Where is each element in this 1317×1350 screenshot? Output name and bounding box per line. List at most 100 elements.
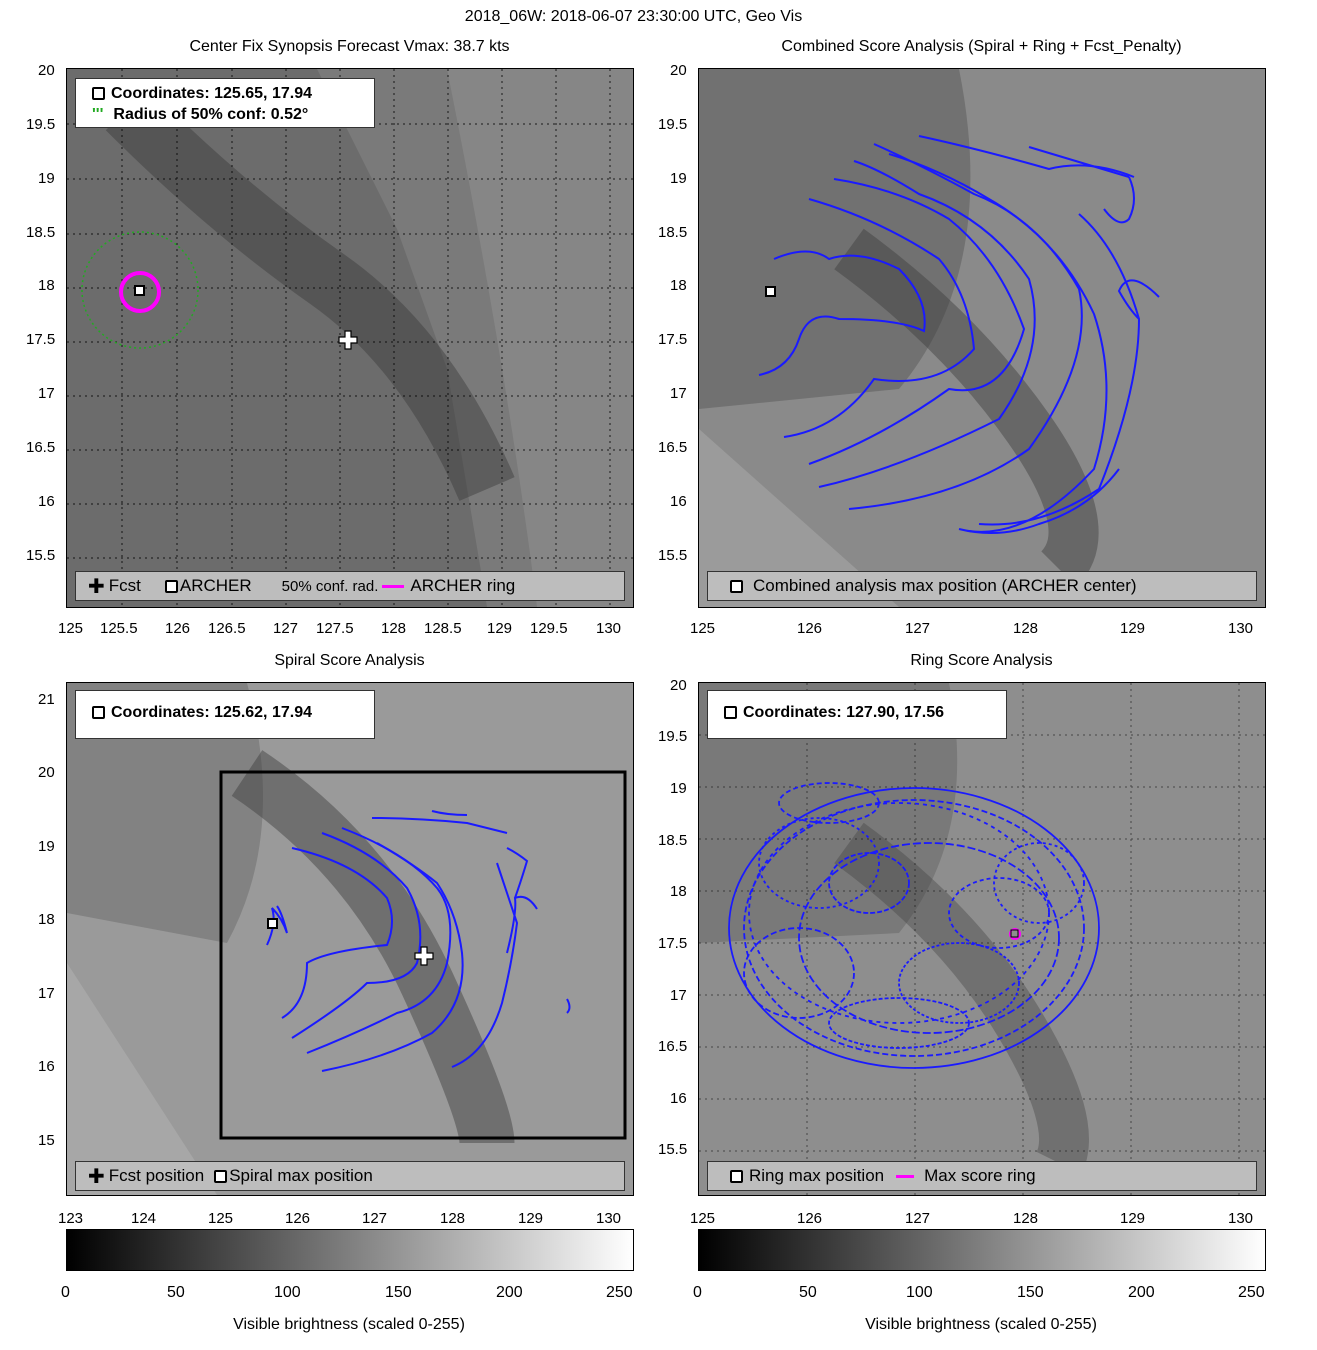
y-tick: 16	[38, 493, 55, 510]
ring-max-ring	[1009, 928, 1021, 940]
y-tick: 17	[38, 385, 55, 402]
colorbar-tick: 250	[1238, 1284, 1265, 1301]
search-box	[219, 770, 627, 1140]
ring-coordinates: Coordinates: 127.90, 17.56	[743, 704, 944, 721]
fcst-marker	[338, 330, 358, 350]
y-tick: 17.5	[658, 935, 688, 952]
archer-square-icon	[92, 87, 105, 101]
ring-line-icon	[382, 584, 405, 588]
conf-radius-circle	[81, 231, 199, 349]
colorbar-tick: 150	[385, 1284, 412, 1301]
synopsis-panel: Coordinates: 125.65, 17.94 ''' Radius of …	[66, 68, 634, 608]
combined-title: Combined Score Analysis (Spiral + Ring +…	[781, 38, 1182, 55]
y-tick: 21	[38, 691, 55, 708]
y-tick: 15.5	[658, 1141, 688, 1158]
legend-max-score-ring: Max score ring	[924, 1166, 1036, 1185]
y-tick: 16	[670, 1090, 687, 1107]
x-tick: 129	[1120, 620, 1146, 637]
x-tick: 129	[1120, 1210, 1146, 1227]
y-tick: 16.5	[658, 439, 688, 456]
y-tick: 16	[670, 493, 687, 510]
y-tick: 16.5	[26, 439, 56, 456]
synopsis-legend: ✚ Fcst ARCHER 50% conf. rad. ARCHER ring	[75, 571, 625, 601]
x-tick: 129	[518, 1210, 544, 1227]
legend-spiral-max: Spiral max position	[229, 1166, 373, 1185]
y-tick: 17	[38, 985, 55, 1002]
combined-contours	[758, 135, 1160, 534]
x-tick: 125	[690, 1210, 716, 1227]
x-tick: 128.5	[424, 620, 462, 637]
y-tick: 18.5	[658, 224, 688, 241]
colorbar-tick: 0	[693, 1284, 702, 1301]
ring-max-square-icon	[730, 1169, 743, 1183]
ring-title: Ring Score Analysis	[910, 652, 1053, 669]
colorbar-tick: 100	[274, 1284, 301, 1301]
x-tick: 126	[165, 620, 191, 637]
x-tick: 125	[58, 620, 84, 637]
y-tick: 17	[670, 987, 687, 1004]
y-tick: 19	[670, 780, 687, 797]
x-tick: 128	[1013, 1210, 1039, 1227]
synopsis-title: Center Fix Synopsis Forecast Vmax: 38.7 …	[189, 38, 510, 55]
x-tick: 129	[487, 620, 513, 637]
y-tick: 18	[38, 277, 55, 294]
x-tick: 129.5	[530, 620, 568, 637]
ring-image	[699, 683, 1265, 1195]
fcst-cross-icon: ✚	[88, 575, 105, 598]
synopsis-radius: Radius of 50% conf: 0.52°	[113, 106, 309, 123]
y-tick: 16	[38, 1058, 55, 1075]
spiral-max-marker	[267, 918, 278, 929]
x-tick: 126	[797, 620, 823, 637]
x-tick: 128	[381, 620, 407, 637]
colorbar-tick: 200	[496, 1284, 523, 1301]
colorbar-right	[698, 1229, 1266, 1271]
y-tick: 18	[38, 911, 55, 928]
colorbar-left	[66, 1229, 634, 1271]
spiral-square-icon	[92, 706, 105, 720]
y-tick: 20	[670, 677, 687, 694]
x-tick: 130	[596, 1210, 622, 1227]
ring-legend: Ring max position Max score ring	[707, 1161, 1257, 1191]
ring-square-icon	[724, 706, 737, 720]
colorbar-tick: 200	[1128, 1284, 1155, 1301]
spiral-legend: ✚ Fcst position Spiral max position	[75, 1161, 625, 1191]
colorbar-tick: 250	[606, 1284, 633, 1301]
y-tick: 18	[670, 883, 687, 900]
colorbar-tick: 50	[167, 1284, 185, 1301]
y-tick: 19.5	[658, 728, 688, 745]
figure-title: 2018_06W: 2018-06-07 23:30:00 UTC, Geo V…	[464, 8, 803, 25]
spiral-max-square-icon	[214, 1169, 228, 1183]
y-tick: 15.5	[26, 547, 56, 564]
legend-fcst-position: Fcst position	[108, 1166, 205, 1185]
combined-panel: Combined analysis max position (ARCHER c…	[698, 68, 1266, 608]
spiral-title: Spiral Score Analysis	[274, 652, 425, 669]
spiral-fcst-marker	[414, 946, 434, 966]
y-tick: 19	[38, 170, 55, 187]
y-tick: 19	[670, 170, 687, 187]
ring-panel: Coordinates: 127.90, 17.56 Ring max posi…	[698, 682, 1266, 1196]
y-tick: 17.5	[26, 331, 56, 348]
y-tick: 20	[38, 62, 55, 79]
y-tick: 15	[38, 1132, 55, 1149]
legend-archer: ARCHER	[179, 576, 252, 595]
legend-ring-max: Ring max position	[749, 1166, 885, 1185]
x-tick: 123	[58, 1210, 84, 1227]
spiral-panel: Coordinates: 125.62, 17.94 ✚ Fcst positi…	[66, 682, 634, 1196]
colorbar-tick: 0	[61, 1284, 70, 1301]
ring-contours	[728, 782, 1100, 1069]
y-tick: 19	[38, 838, 55, 855]
x-tick: 127	[362, 1210, 388, 1227]
combined-image	[699, 69, 1265, 607]
colorbar-left-label: Visible brightness (scaled 0-255)	[233, 1316, 465, 1333]
y-tick: 19.5	[26, 116, 56, 133]
colorbar-right-label: Visible brightness (scaled 0-255)	[865, 1316, 1097, 1333]
x-tick: 128	[440, 1210, 466, 1227]
y-tick: 16.5	[658, 1038, 688, 1055]
legend-fcst: Fcst	[108, 576, 141, 595]
x-tick: 125	[690, 620, 716, 637]
x-tick: 127.5	[316, 620, 354, 637]
x-tick: 124	[131, 1210, 157, 1227]
colorbar-tick: 150	[1017, 1284, 1044, 1301]
spiral-coordinates: Coordinates: 125.62, 17.94	[111, 704, 312, 721]
x-tick: 126	[797, 1210, 823, 1227]
